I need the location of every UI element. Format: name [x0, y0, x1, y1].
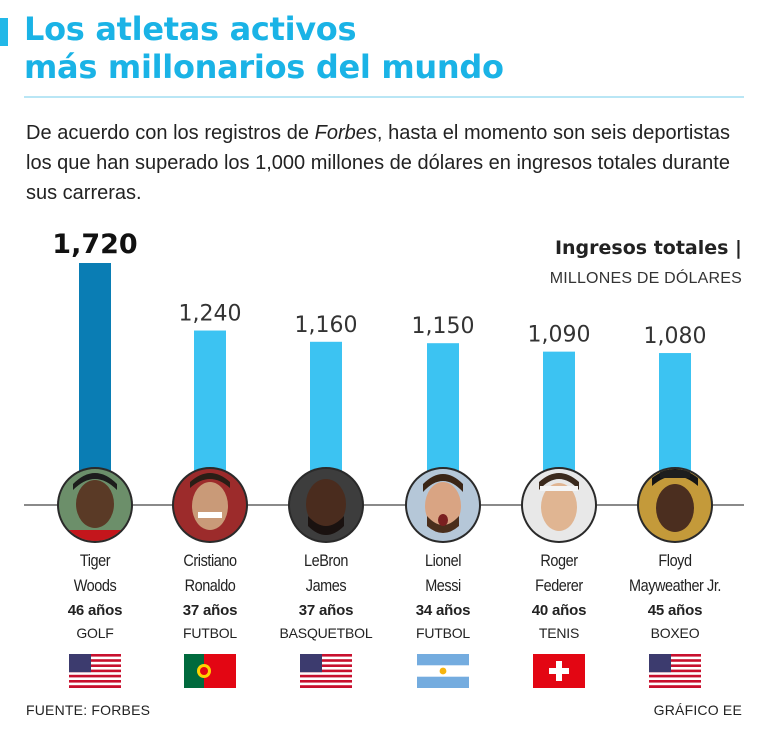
athlete-sport: BASQUETBOL: [279, 625, 373, 641]
avatar-lebron-james: [288, 467, 364, 543]
title-line-1: Los atletas activos: [24, 10, 357, 48]
bar-0: [79, 263, 111, 505]
athlete-first-name: LeBron: [303, 551, 349, 570]
switzerland-flag-icon: [533, 654, 585, 688]
legend-title: Ingresos totales |: [554, 237, 742, 259]
usa-flag-icon-2: [300, 654, 352, 688]
source-note: FUENTE: FORBES: [26, 702, 151, 718]
athlete-first-name: Cristiano: [183, 551, 237, 570]
athlete-sport: FUTBOL: [182, 625, 238, 641]
argentina-flag-icon: [417, 654, 469, 688]
athlete-sport: BOXEO: [650, 625, 700, 641]
athlete-last-name: Messi: [425, 576, 461, 595]
avatar-lionel-messi: [405, 467, 481, 543]
avatar-roger-federer: [521, 467, 597, 543]
title-line-2: más millonarios del mundo: [24, 48, 504, 86]
athlete-age: 46 años: [67, 602, 123, 619]
athlete-first-name: Tiger: [79, 551, 111, 570]
value-label-2: 1,160: [295, 313, 358, 338]
description-after: , hasta el momento son seis deportistas …: [26, 122, 730, 204]
athlete-info: LeBron James 37 años BASQUETBOL: [261, 548, 391, 641]
value-label-1: 1,240: [179, 302, 242, 327]
athlete-last-name: Federer: [535, 576, 583, 595]
athlete-info: Cristiano Ronaldo 37 años FUTBOL: [145, 548, 275, 641]
title-divider: [24, 96, 744, 98]
athlete-age: 40 años: [531, 602, 587, 619]
legend-unit: MILLONES DE DÓLARES: [549, 270, 742, 287]
athlete-age: 34 años: [415, 602, 471, 619]
value-label-4: 1,090: [528, 323, 591, 348]
avatar-tiger-woods: [57, 467, 133, 543]
usa-flag-icon: [69, 654, 121, 688]
avatar-floyd-mayweather: [637, 467, 713, 543]
title-accent-bar: [0, 18, 8, 46]
portugal-flag-icon: [184, 654, 236, 688]
description-before: De acuerdo con los registros de: [26, 122, 315, 144]
athlete-sport: GOLF: [76, 625, 114, 641]
value-label-0: 1,720: [52, 229, 137, 260]
athlete-info: Lionel Messi 34 años FUTBOL: [378, 548, 508, 641]
value-label-5: 1,080: [644, 324, 707, 349]
athlete-last-name: James: [305, 576, 347, 595]
athlete-sport: FUTBOL: [415, 625, 471, 641]
description-emphasis: Forbes: [314, 122, 377, 144]
athlete-first-name: Floyd: [658, 551, 692, 570]
athlete-info: Tiger Woods 46 años GOLF: [30, 548, 160, 641]
athlete-last-name: Ronaldo: [184, 576, 236, 595]
graphic-credit: GRÁFICO EE: [653, 702, 742, 718]
athlete-first-name: Lionel: [424, 551, 462, 570]
athlete-last-name: Woods: [73, 576, 117, 595]
athlete-age: 37 años: [182, 602, 238, 619]
bar-chart: 1,720 1,240 1,160 1,150 1,090 1,080: [24, 229, 744, 543]
athlete-info: Floyd Mayweather Jr. 45 años BOXEO: [610, 548, 740, 641]
athlete-age: 45 años: [647, 602, 703, 619]
athlete-first-name: Roger: [540, 551, 578, 570]
value-label-3: 1,150: [412, 314, 475, 339]
avatar-cristiano-ronaldo: [172, 467, 248, 543]
usa-flag-icon-3: [649, 654, 701, 688]
athlete-last-name: Mayweather Jr.: [628, 576, 722, 595]
athlete-info: Roger Federer 40 años TENIS: [494, 548, 624, 641]
page-title: Los atletas activos más millonarios del …: [24, 10, 504, 86]
athlete-age: 37 años: [298, 602, 354, 619]
athlete-sport: TENIS: [538, 625, 580, 641]
description: De acuerdo con los registros de Forbes, …: [26, 118, 730, 208]
